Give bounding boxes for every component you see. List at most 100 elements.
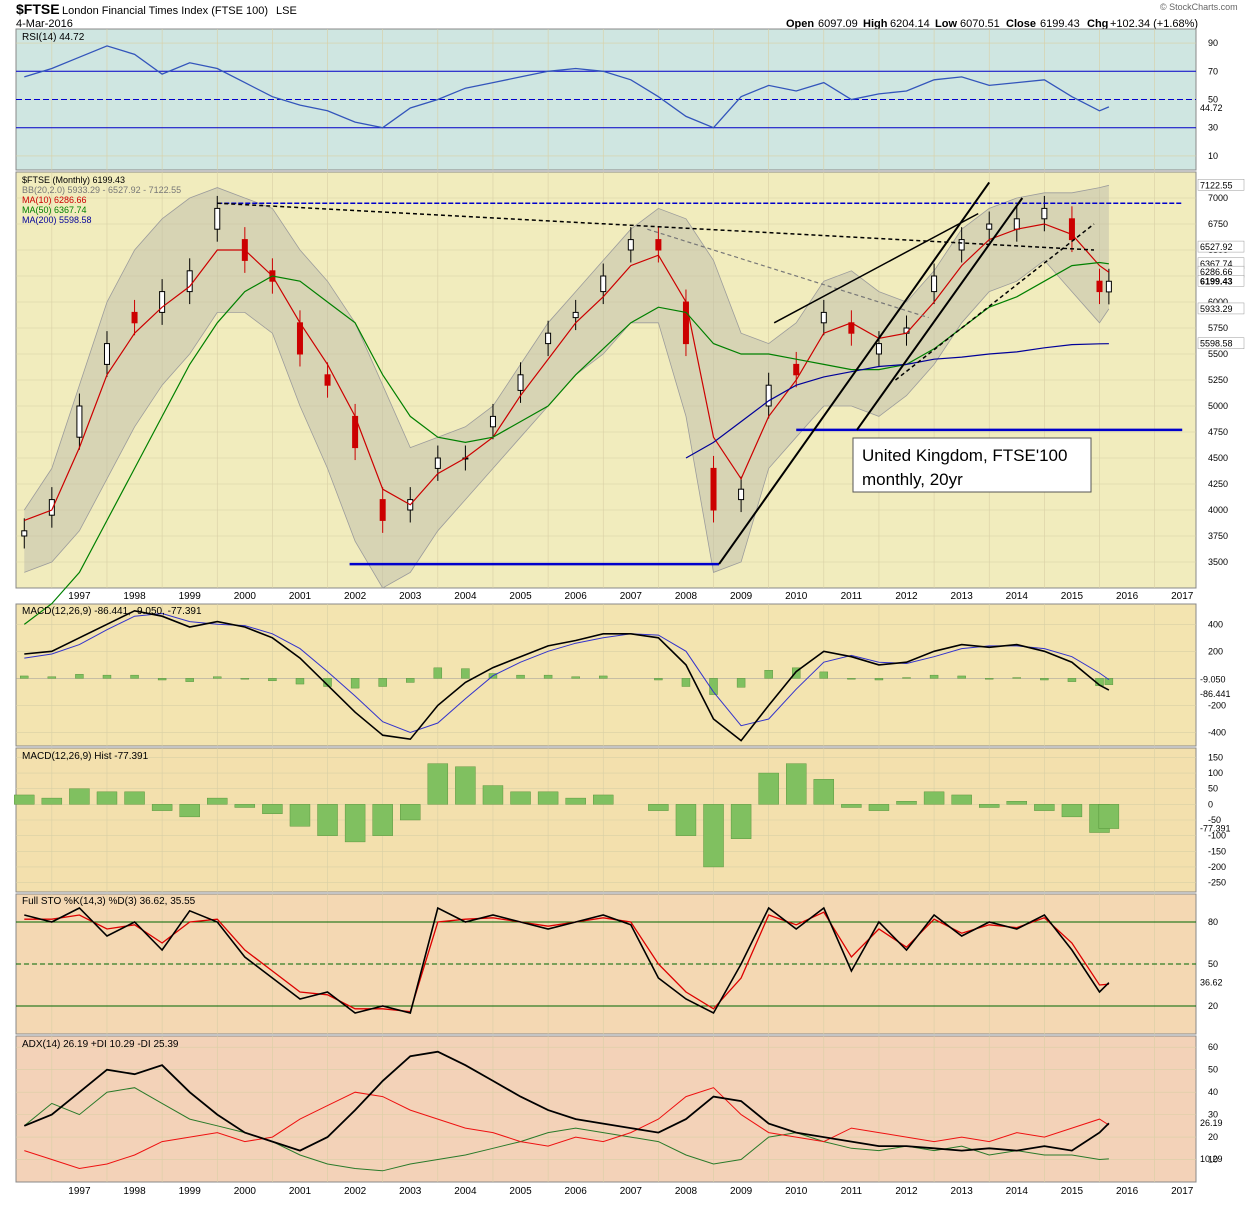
hist-y-tick: -200	[1208, 862, 1226, 872]
x-tick-bottom: 2015	[1061, 1186, 1084, 1197]
hist-bar	[979, 804, 1000, 808]
candle-body	[1068, 218, 1075, 241]
candle-body	[186, 270, 193, 293]
macd-hist-bar	[736, 678, 746, 688]
rsi-last-label: 44.72	[1200, 103, 1223, 113]
candle-body	[103, 343, 110, 365]
candle-body	[324, 374, 331, 386]
adx-right-label: 10.29	[1200, 1154, 1223, 1164]
rsi-y-tick: 50	[1208, 95, 1218, 105]
price-y-tick: 5500	[1208, 349, 1228, 359]
chg-value: +102.34 (+1.68%)	[1110, 18, 1198, 30]
macd-hist-bar	[1040, 678, 1049, 681]
macd-panel-bg	[15, 603, 1197, 747]
macd-hist-bar	[323, 678, 332, 687]
exchange: LSE	[276, 5, 297, 17]
symbol: $FTSE	[16, 1, 60, 17]
hist-bar	[923, 791, 945, 805]
candle-body	[875, 343, 882, 355]
x-tick-bottom: 2004	[454, 1186, 477, 1197]
macd-hist-bar	[654, 678, 663, 681]
hist-bar	[703, 804, 724, 868]
x-tick-price: 2008	[675, 591, 698, 602]
candle-body	[21, 530, 28, 537]
close-label: Close	[1006, 18, 1036, 30]
date: 4-Mar-2016	[16, 18, 73, 30]
rsi-y-tick: 70	[1208, 66, 1218, 76]
candle-body	[545, 332, 552, 345]
macd-hist-bar	[543, 674, 553, 679]
hist-bar	[730, 804, 752, 839]
price-right-label: 5933.29	[1200, 304, 1233, 314]
trend-line	[647, 228, 929, 319]
x-tick-bottom: 2012	[895, 1186, 918, 1197]
adx-panel-bg	[15, 1035, 1197, 1183]
hist-bar	[675, 804, 697, 836]
price-right-label: 5598.58	[1200, 339, 1233, 349]
macd-hist-bar	[681, 678, 691, 687]
candle-body	[1041, 207, 1048, 220]
price-right-label: 6286.66	[1200, 267, 1233, 277]
x-tick-bottom: 2002	[344, 1186, 367, 1197]
x-tick-bottom: 2010	[785, 1186, 808, 1197]
price-y-tick: 5750	[1208, 323, 1228, 333]
price-right-tag	[1197, 240, 1245, 253]
candle-body	[1105, 280, 1112, 293]
x-tick-bottom: 2014	[1006, 1186, 1029, 1197]
index-name: London Financial Times Index (FTSE 100)	[62, 5, 268, 17]
hist-bar	[813, 779, 835, 805]
ma200-line	[685, 343, 1109, 459]
hist-y-tick: 150	[1208, 752, 1223, 762]
hist-bar	[289, 804, 311, 827]
candle-body	[434, 457, 441, 469]
hist-bar	[344, 804, 366, 843]
candle-body	[48, 499, 55, 516]
rsi-y-tick: 90	[1208, 38, 1218, 48]
hist-bar	[96, 791, 118, 805]
trend-line	[773, 212, 979, 324]
candle-body	[627, 239, 634, 251]
sto-legend: Full STO %K(14,3) %D(3) 36.62, 35.55	[22, 896, 196, 907]
high-label: High	[863, 18, 888, 30]
open-value: 6097.09	[818, 18, 858, 30]
macd-y-tick: -200	[1208, 700, 1226, 710]
macd-hist-bar	[1012, 677, 1021, 679]
macd-hist-bar	[240, 678, 250, 680]
price-y-tick: 4250	[1208, 479, 1228, 489]
chg-label: Chg	[1087, 18, 1108, 30]
macd-hist-bar	[157, 678, 167, 681]
candle-body	[517, 374, 524, 391]
macd-right-label: -9.050	[1200, 675, 1226, 685]
x-tick-price: 2010	[785, 591, 808, 602]
hist-bar	[124, 791, 145, 805]
macd-hist-bar	[75, 674, 84, 679]
macd-hist-bar	[433, 667, 443, 679]
panels: 1030507090350037504000425045004750500052…	[14, 28, 1245, 1197]
hist-y-tick: 0	[1208, 799, 1213, 809]
trend-line	[217, 202, 1095, 251]
x-tick-bottom: 2006	[565, 1186, 588, 1197]
ma50-line	[23, 261, 1109, 625]
macd-hist-bar	[874, 678, 884, 681]
x-tick-price: 1999	[179, 591, 202, 602]
x-tick-price: 2003	[399, 591, 422, 602]
rsi-y-tick: 10	[1208, 151, 1218, 161]
price-y-tick: 3750	[1208, 531, 1228, 541]
candle-body	[793, 363, 800, 376]
x-tick-bottom: 2005	[509, 1186, 532, 1197]
x-tick-price: 2014	[1006, 591, 1029, 602]
bb-band	[24, 185, 1109, 588]
x-tick-price: 2001	[289, 591, 312, 602]
candle-body	[710, 467, 717, 511]
x-tick-bottom: 2011	[841, 1186, 863, 1197]
hist-bar	[427, 763, 449, 805]
price-right-tag	[1197, 337, 1245, 349]
x-tick-price: 1998	[123, 591, 146, 602]
hist-legend: MACD(12,26,9) Hist -77.391	[22, 751, 149, 762]
macd-hist-bar	[957, 675, 966, 679]
annotation-frame	[852, 437, 1092, 493]
hist-y-tick: 50	[1208, 784, 1218, 794]
x-tick-bottom: 1997	[68, 1186, 91, 1197]
x-tick-price: 2002	[344, 591, 367, 602]
